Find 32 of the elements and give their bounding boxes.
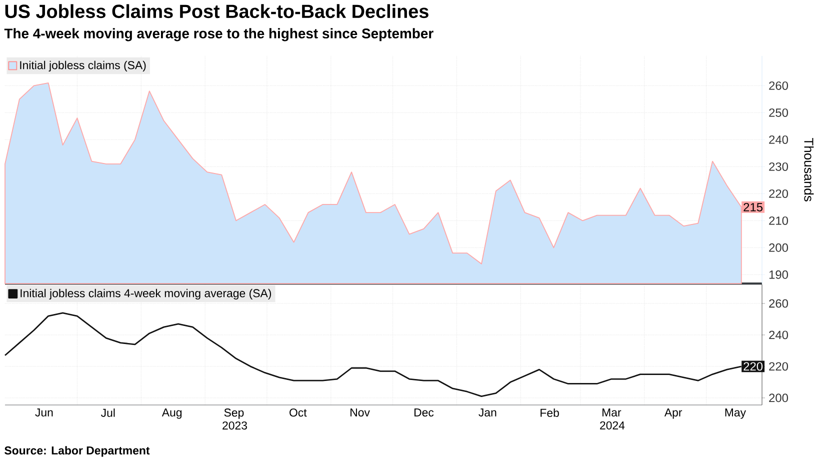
x-tick-label: Oct xyxy=(290,408,307,417)
y-tick-label: 210 xyxy=(769,216,788,225)
source-note: Source: Labor Department xyxy=(4,446,150,457)
y-tick-label: 260 xyxy=(769,299,788,308)
x-tick-label: Aug xyxy=(162,408,182,419)
x-tick-label: Feb xyxy=(540,408,559,417)
x-tick-label: Jun xyxy=(35,408,53,416)
x-tick-label: Apr xyxy=(664,408,682,419)
data-label: 215 xyxy=(744,202,763,212)
y-tick-label: 240 xyxy=(769,330,788,340)
y-tick-label: 220 xyxy=(769,362,788,371)
data-label: 220 xyxy=(744,362,763,371)
chart-title: US Jobless Claims Post Back-to-Back Declines xyxy=(5,4,428,18)
y-axis-title: Thousands xyxy=(804,138,814,202)
y-tick-label: 220 xyxy=(769,189,788,198)
y-tick-label: 260 xyxy=(769,81,788,90)
x-tick-label: Jul xyxy=(100,408,115,417)
x-tick-label: Mar 2024 xyxy=(600,408,625,430)
x-tick-label: Dec xyxy=(414,408,434,416)
y-tick-label: 240 xyxy=(769,135,788,144)
chart-subtitle: The 4-week moving average rose to the highest since September xyxy=(4,28,434,42)
y-tick-label: 230 xyxy=(769,162,788,171)
y-tick-label: 200 xyxy=(769,394,788,402)
x-tick-label: Sep 2023 xyxy=(222,408,247,430)
x-tick-label: May xyxy=(725,408,746,419)
y-tick-label: 190 xyxy=(769,270,788,279)
y-tick-label: 200 xyxy=(769,243,788,252)
legend-label: Initial jobless claims 4-week moving average (SA) xyxy=(20,288,272,300)
x-tick-label: Nov xyxy=(350,408,370,416)
legend-label: Initial jobless claims (SA) xyxy=(20,60,146,72)
x-tick-label: Jan xyxy=(478,408,496,416)
y-tick-label: 250 xyxy=(769,108,788,117)
